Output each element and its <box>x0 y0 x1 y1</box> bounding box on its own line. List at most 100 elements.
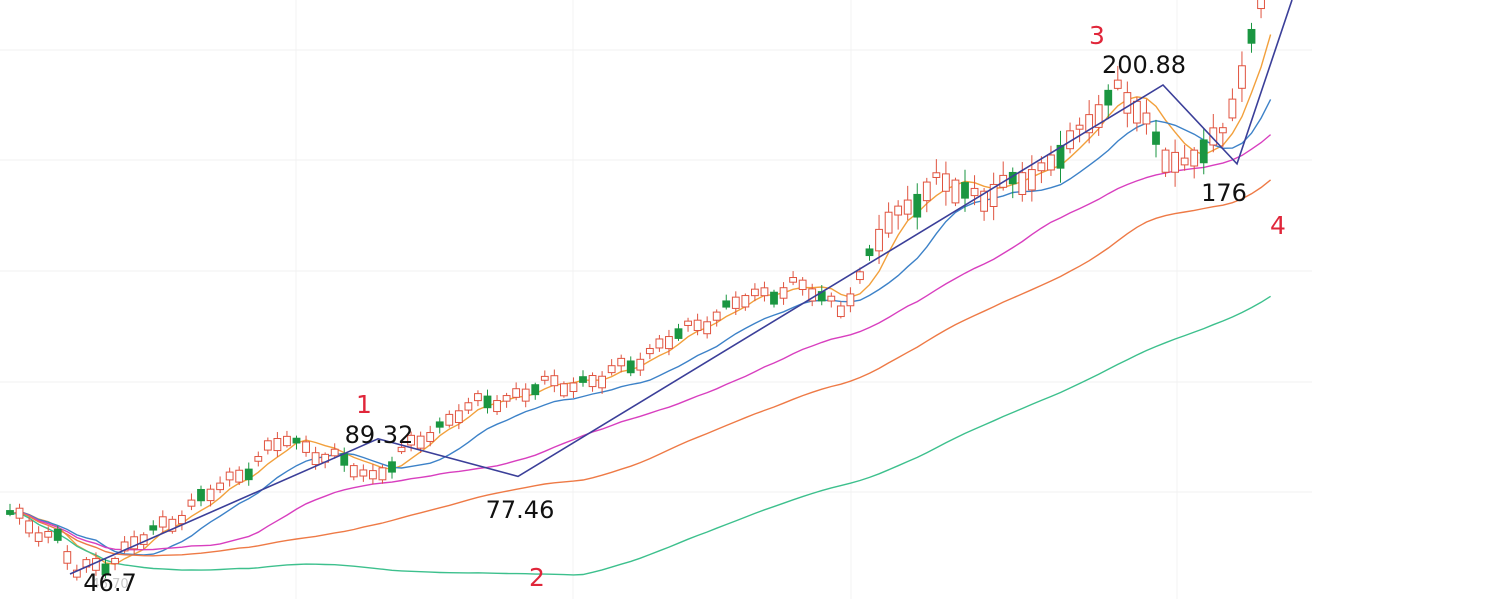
candle-body <box>168 518 177 532</box>
candle-body <box>302 441 310 453</box>
candle-body <box>617 357 626 367</box>
candle-body <box>827 295 836 302</box>
candle-body <box>531 384 540 396</box>
price-label-46-7: 46.7 <box>83 569 136 597</box>
candle-body <box>913 193 922 218</box>
candle-body <box>760 287 769 297</box>
candle-body <box>292 437 301 444</box>
candle-body <box>311 452 320 466</box>
candle-body <box>330 448 339 457</box>
moving-average-line-3 <box>9 134 1272 551</box>
candle-body <box>464 402 473 411</box>
candle-body <box>225 471 234 481</box>
candle-body <box>1228 98 1237 119</box>
candle-body <box>560 383 568 397</box>
candle-body <box>416 435 425 449</box>
candle-body <box>120 541 129 552</box>
candle-body <box>846 293 855 307</box>
candle-body <box>1209 127 1218 146</box>
candle-body <box>789 277 798 283</box>
candle-body <box>197 488 205 502</box>
candle-body <box>693 319 702 331</box>
candle-body <box>1094 104 1103 128</box>
candle-body <box>178 514 186 525</box>
candle-body <box>502 395 511 402</box>
moving-average-line-5 <box>9 295 1271 576</box>
candle-body <box>626 360 635 374</box>
candle-body <box>875 228 883 252</box>
candle-body <box>942 173 950 192</box>
candle-body <box>1037 162 1046 172</box>
candle-body <box>263 440 272 451</box>
candle-body <box>63 551 72 564</box>
candle-body <box>34 532 43 542</box>
candle-body <box>865 248 874 257</box>
candle-body <box>512 388 521 398</box>
price-label-77-46: 77.46 <box>486 496 555 524</box>
faint-low-label: 46.70 <box>91 577 128 592</box>
price-label-89-32: 89.32 <box>345 421 414 449</box>
candle-body <box>636 358 645 371</box>
candle-body <box>951 179 960 204</box>
candle-body <box>388 461 396 473</box>
candle-body <box>741 295 750 308</box>
candle-body <box>454 410 463 424</box>
candle-body <box>1018 172 1027 195</box>
candle-body <box>1180 157 1189 166</box>
candle-body <box>884 211 893 234</box>
moving-average-line-2 <box>9 99 1272 556</box>
moving-average-line-4 <box>9 179 1272 557</box>
candle-body <box>1171 151 1179 173</box>
candle-body <box>254 456 263 462</box>
candle-body <box>579 376 587 383</box>
wave-number-1: 1 <box>356 390 372 419</box>
candle-body <box>474 393 482 402</box>
candle-body <box>397 446 406 453</box>
candle-body <box>894 205 903 216</box>
candle-body <box>149 525 158 531</box>
candle-body <box>521 388 530 402</box>
candle-body <box>1142 112 1151 125</box>
candle-body <box>1199 139 1208 164</box>
candle-body <box>53 528 62 541</box>
candle-body <box>25 520 34 534</box>
candle-body <box>779 287 788 299</box>
candle-body <box>598 375 607 389</box>
candle-body <box>445 413 454 426</box>
candle-body <box>1027 169 1036 191</box>
candle-body <box>550 375 559 387</box>
candle-body <box>1075 124 1084 130</box>
candle-body <box>111 557 119 565</box>
candle-body <box>770 291 778 305</box>
candle-body <box>1113 79 1122 89</box>
candle-body <box>751 288 759 297</box>
candle-body <box>722 300 731 308</box>
candle-body <box>1104 89 1113 106</box>
candle-body <box>435 421 444 428</box>
candle-body <box>1133 100 1141 124</box>
candle-body <box>349 465 358 478</box>
candle-body <box>970 187 979 197</box>
candle-body <box>645 347 654 355</box>
candles-group <box>6 0 1265 581</box>
candle-body <box>798 279 807 291</box>
candle-body <box>989 183 998 208</box>
candle-body <box>15 507 24 519</box>
candle-body <box>158 516 167 528</box>
candle-body <box>922 181 931 202</box>
candle-body <box>1152 131 1160 145</box>
candle-body <box>369 470 377 480</box>
candle-body <box>44 531 53 538</box>
candle-body <box>216 482 224 491</box>
candle-body <box>980 190 989 212</box>
candle-body <box>426 432 435 442</box>
candle-body <box>6 510 14 515</box>
candle-body <box>378 467 387 481</box>
candle-body <box>1190 149 1199 167</box>
candle-body <box>684 320 692 326</box>
candle-body <box>655 338 664 349</box>
candle-body <box>359 469 368 477</box>
candle-body <box>856 271 864 281</box>
candle-body <box>1247 28 1256 44</box>
